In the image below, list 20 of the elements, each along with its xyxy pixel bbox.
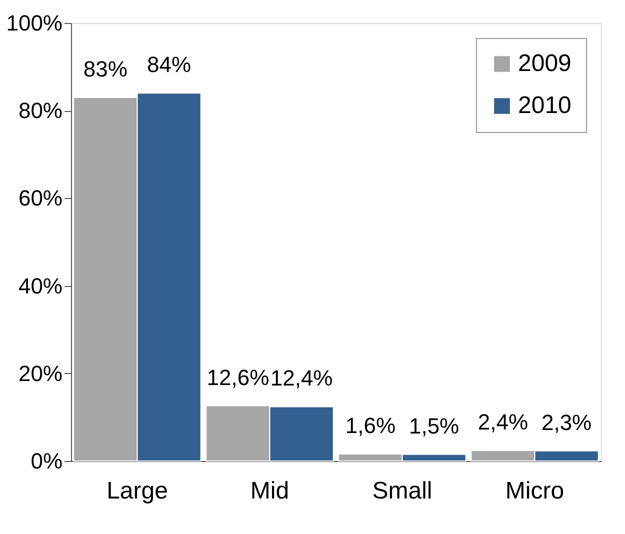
x-tick-label: Large bbox=[106, 478, 168, 504]
data-label: 83% bbox=[83, 56, 128, 82]
data-label: 12,4% bbox=[270, 366, 333, 391]
x-tick-label: Micro bbox=[505, 478, 564, 504]
y-tick-label: 60% bbox=[18, 186, 62, 211]
y-tick-label: 40% bbox=[18, 273, 62, 298]
legend-label: 2009 bbox=[518, 50, 572, 77]
y-tick-label: 0% bbox=[30, 448, 62, 474]
x-tick-label: Small bbox=[372, 478, 432, 504]
x-tick-label: Mid bbox=[250, 478, 290, 504]
y-tick-label: 80% bbox=[18, 98, 62, 124]
data-label: 12,6% bbox=[206, 364, 270, 390]
data-label: 2,3% bbox=[541, 410, 592, 435]
data-label: 1,5% bbox=[408, 413, 460, 438]
legend-label: 2010 bbox=[518, 92, 572, 119]
y-tick-label: 20% bbox=[18, 360, 62, 386]
data-label: 1,6% bbox=[345, 412, 396, 438]
data-label: 2,4% bbox=[478, 409, 528, 434]
y-tick-label: 100% bbox=[6, 10, 62, 36]
data-label: 84% bbox=[147, 52, 192, 78]
